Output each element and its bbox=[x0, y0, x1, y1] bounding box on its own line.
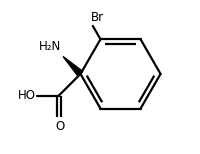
Text: O: O bbox=[55, 120, 65, 133]
Polygon shape bbox=[63, 57, 82, 76]
Text: Br: Br bbox=[91, 11, 104, 24]
Text: HO: HO bbox=[18, 89, 36, 102]
Text: H₂N: H₂N bbox=[38, 40, 60, 53]
